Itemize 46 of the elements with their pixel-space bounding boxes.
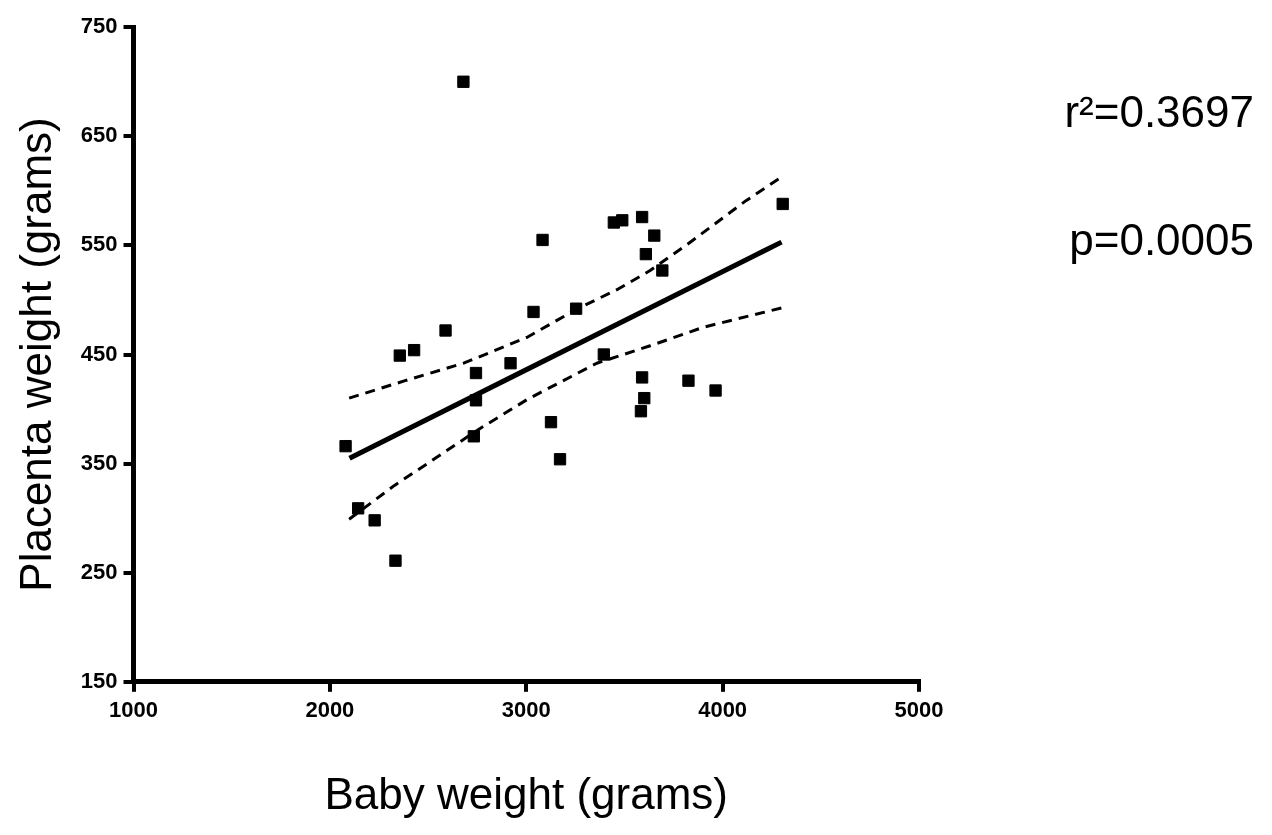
point xyxy=(407,343,421,357)
point xyxy=(656,264,669,277)
y-tick-label: 250 xyxy=(80,558,118,584)
x-tick-label: 1000 xyxy=(109,697,158,723)
point xyxy=(352,502,365,515)
text: r²=0.3697 xyxy=(1064,87,1254,137)
point xyxy=(393,349,406,362)
x-tick-label: 2000 xyxy=(305,697,355,723)
point xyxy=(616,214,629,227)
point xyxy=(569,302,583,315)
line-series xyxy=(347,306,785,521)
y-tick-label: 150 xyxy=(80,667,118,693)
point xyxy=(389,554,402,567)
point xyxy=(339,439,352,453)
y-axis-title: Placenta weight (grams) xyxy=(10,117,60,592)
point xyxy=(634,405,648,418)
point xyxy=(638,391,651,405)
point xyxy=(635,371,649,384)
point xyxy=(469,394,483,407)
point xyxy=(544,415,558,429)
y-tick-label: 750 xyxy=(80,13,118,39)
point xyxy=(553,453,567,466)
point xyxy=(648,229,661,242)
point xyxy=(504,357,517,370)
point xyxy=(682,374,695,387)
point xyxy=(457,75,470,88)
point xyxy=(776,197,789,211)
y-tick-label: 350 xyxy=(80,449,118,475)
point xyxy=(467,430,480,443)
point xyxy=(439,324,452,337)
y-tick-label: 450 xyxy=(80,340,118,366)
x-tick-label: 5000 xyxy=(894,697,944,723)
y-tick-label: 550 xyxy=(80,231,118,257)
point xyxy=(709,384,722,397)
point xyxy=(639,247,652,261)
x-tick-label: 4000 xyxy=(698,697,748,723)
y-tick-label: 650 xyxy=(80,122,118,148)
point xyxy=(368,514,381,527)
x-axis-title: Baby weight (grams) xyxy=(324,768,728,818)
x-tick-label: 3000 xyxy=(501,697,551,723)
point xyxy=(527,305,540,319)
point xyxy=(469,366,483,380)
text: p=0.0005 xyxy=(1069,215,1254,265)
point xyxy=(635,210,649,224)
point xyxy=(597,348,610,361)
point xyxy=(536,233,549,247)
